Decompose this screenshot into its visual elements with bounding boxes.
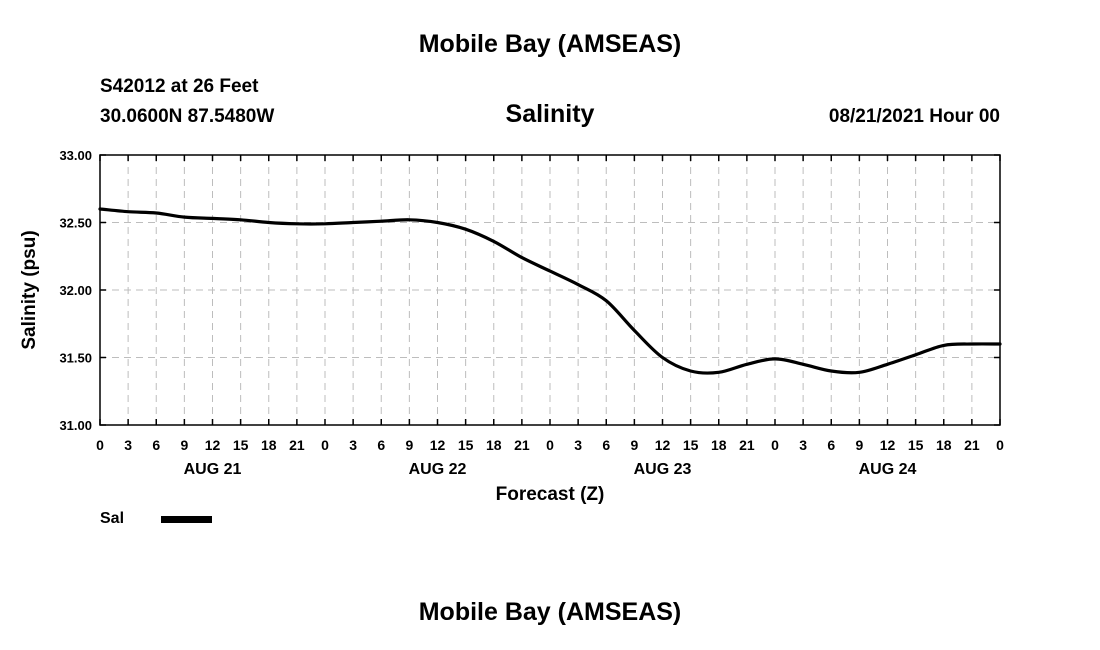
station-label: S42012 at 26 Feet <box>100 76 259 97</box>
y-tick-label: 31.50 <box>59 351 92 366</box>
station-coordinates: 30.0600N 87.5480W <box>100 106 275 127</box>
x-tick-label: 12 <box>880 437 896 453</box>
x-tick-label: 0 <box>996 437 1004 453</box>
day-label: AUG 21 <box>184 461 242 478</box>
x-tick-label: 18 <box>711 437 727 453</box>
legend-line-swatch <box>161 516 212 523</box>
x-tick-label: 21 <box>289 437 305 453</box>
x-tick-label: 0 <box>771 437 779 453</box>
x-tick-label: 3 <box>574 437 582 453</box>
x-tick-label: 9 <box>630 437 638 453</box>
x-tick-label: 9 <box>180 437 188 453</box>
x-tick-label: 18 <box>486 437 502 453</box>
day-label: AUG 23 <box>634 461 692 478</box>
x-tick-label: 3 <box>124 437 132 453</box>
x-tick-label: 6 <box>377 437 385 453</box>
x-tick-label: 3 <box>799 437 807 453</box>
x-tick-label: 18 <box>936 437 952 453</box>
top-title: Mobile Bay (AMSEAS) <box>418 30 682 58</box>
x-tick-label: 9 <box>405 437 413 453</box>
day-label: AUG 22 <box>409 461 467 478</box>
y-tick-label: 32.50 <box>59 216 92 231</box>
x-tick-label: 0 <box>96 437 104 453</box>
x-tick-label: 21 <box>514 437 530 453</box>
x-tick-label: 21 <box>964 437 980 453</box>
y-tick-label: 32.00 <box>59 283 92 298</box>
x-tick-label: 15 <box>233 437 249 453</box>
chart-title: Salinity <box>505 100 595 128</box>
x-tick-label: 3 <box>349 437 357 453</box>
x-tick-label: 9 <box>855 437 863 453</box>
day-label: AUG 24 <box>859 461 917 478</box>
x-tick-label: 6 <box>602 437 610 453</box>
x-tick-label: 21 <box>739 437 755 453</box>
x-tick-label: 12 <box>655 437 671 453</box>
legend-label: Sal <box>100 510 125 527</box>
x-tick-label: 15 <box>458 437 474 453</box>
x-tick-label: 6 <box>152 437 160 453</box>
x-tick-label: 0 <box>546 437 554 453</box>
x-tick-label: 12 <box>205 437 221 453</box>
run-time: 08/21/2021 Hour 00 <box>828 106 1000 127</box>
y-tick-label: 33.00 <box>59 148 92 163</box>
salinity-series-line <box>98 207 1002 375</box>
x-tick-label: 18 <box>261 437 277 453</box>
bottom-title: Mobile Bay (AMSEAS) <box>418 598 682 626</box>
y-tick-label: 31.00 <box>59 418 92 433</box>
x-tick-label: 0 <box>321 437 329 453</box>
x-tick-label: 12 <box>430 437 446 453</box>
y-axis-label: Salinity (psu) <box>19 230 40 349</box>
x-tick-label: 15 <box>908 437 924 453</box>
x-axis-label: Forecast (Z) <box>496 484 605 505</box>
x-tick-label: 15 <box>683 437 699 453</box>
x-tick-label: 6 <box>827 437 835 453</box>
